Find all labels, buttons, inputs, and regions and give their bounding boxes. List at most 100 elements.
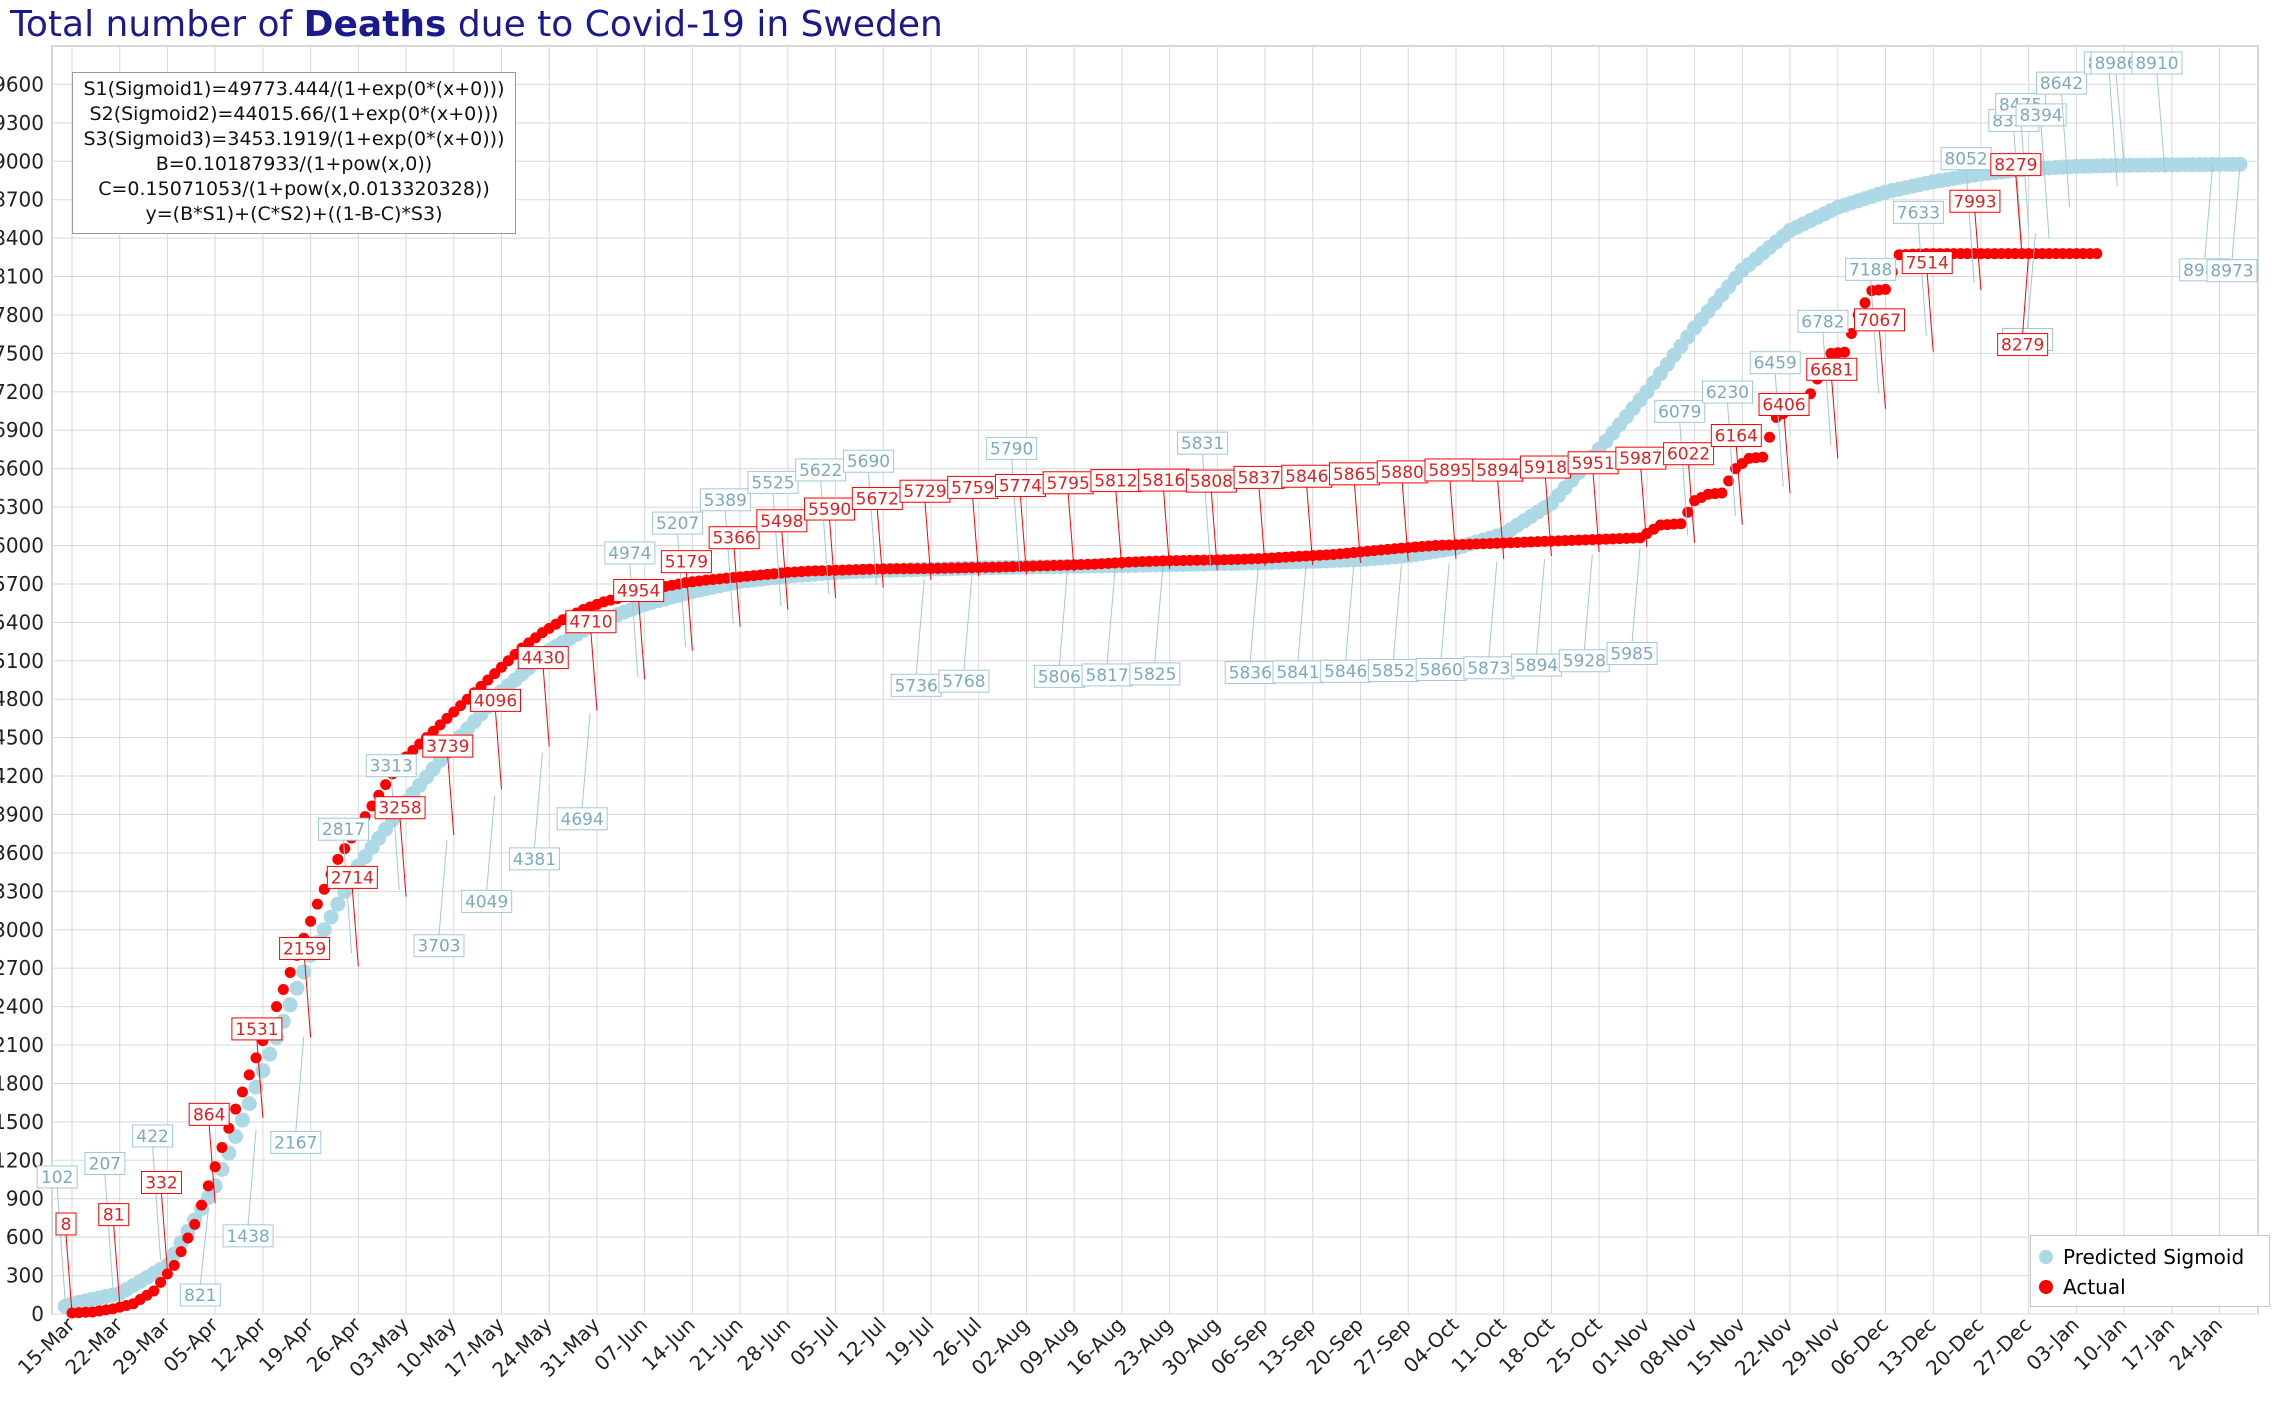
data-label: 5836 [1229,664,1272,684]
y-tick-label: 8100 [0,265,44,289]
data-label-leader [1106,568,1116,664]
actual-point [1879,283,1891,295]
data-label-box [222,1224,274,1248]
data-label-leader [1688,464,1696,543]
data-label: 5860 [1420,660,1463,680]
actual-point [277,984,289,996]
actual-point [311,898,323,910]
data-label: 4694 [561,810,604,830]
data-label-leader [1154,567,1164,663]
data-label: 3739 [426,737,469,757]
data-label-box [188,1102,230,1126]
chart-title: Total number of Deaths due to Covid-19 i… [10,4,943,45]
data-label: 6022 [1667,445,1710,465]
data-label-leader [1878,330,1886,409]
data-label: 8 [61,1215,72,1235]
data-label-leader [781,531,789,610]
data-label-leader [2231,164,2241,260]
data-label: 2159 [283,939,326,959]
y-tick-label: 4500 [0,726,44,750]
data-label: 8052 [1944,150,1987,170]
legend-label: Actual [2063,1275,2126,1299]
y-tick-label: 3000 [0,918,44,942]
data-label: 5825 [1133,665,1176,685]
data-label: 8910 [2135,54,2178,74]
actual-point [202,1180,214,1192]
actual-point [216,1141,228,1153]
data-label: 5928 [1563,652,1606,672]
data-label-leader [2022,253,2030,334]
x-tick-label: 17-Jan [2117,1313,2180,1376]
data-label-leader [438,839,448,935]
actual-point [271,1001,283,1013]
actual-point [1764,431,1776,443]
data-label-leader [2026,233,2036,329]
data-label-leader [113,1225,121,1304]
data-label: 5795 [1047,474,1090,494]
data-label-leader [1783,415,1791,494]
data-label: 5951 [1572,454,1615,474]
data-label-leader [963,575,973,671]
data-label: 5846 [1285,467,1328,487]
data-label: 8279 [2001,336,2044,356]
data-label-leader [915,579,925,675]
data-label-leader [304,959,312,1038]
data-label-box [1749,351,1801,375]
data-label-leader [1392,564,1402,660]
data-label-box [508,847,560,871]
data-label: 2714 [331,868,374,888]
actual-point [236,1086,248,1098]
data-label: 2817 [322,820,365,840]
legend-label: Predicted Sigmoid [2063,1245,2245,1269]
data-label-box [140,1170,182,1194]
data-label-box [1606,641,1658,665]
data-label-box [517,646,569,670]
data-label: 4096 [474,691,517,711]
y-tick-label: 900 [6,1187,44,1211]
x-tick-label: 12-Jul [833,1313,891,1371]
data-label-leader [1249,566,1259,662]
data-label-box [413,934,465,958]
data-label-leader [208,1125,216,1204]
data-label: 5590 [808,500,851,520]
data-label: 5729 [903,482,946,502]
data-label-leader [1974,212,1982,291]
data-label-leader [1774,373,1784,487]
data-label-leader [1870,280,1880,394]
data-label: 3703 [417,937,460,957]
data-label-leader [247,1129,257,1225]
data-label: 821 [184,1286,216,1306]
data-label-box [231,1017,283,1041]
y-tick-label: 7500 [0,341,44,365]
data-label: 6230 [1706,383,1749,403]
data-label: 5207 [656,514,699,534]
formula-line: S3(Sigmoid3)=3453.1919/(1+exp(0*(x+0))) [83,128,505,150]
actual-point [243,1069,255,1081]
data-label-leader [581,712,591,808]
data-label: 3258 [378,799,421,819]
data-label-box [179,1283,221,1307]
actual-point [196,1199,208,1211]
data-label-box [1892,200,1944,224]
data-label: 5498 [760,512,803,532]
formula-line: B=0.10187933/(1+pow(x,0)) [155,153,433,175]
y-tick-label: 2400 [0,995,44,1019]
actual-point [209,1161,221,1173]
data-label-leader [256,1039,264,1118]
data-label-box [1177,431,1229,455]
y-tick-label: 6900 [0,418,44,442]
data-label-box [1853,308,1905,332]
data-label-leader [2115,73,2125,164]
y-tick-label: 6000 [0,534,44,558]
data-label-leader [152,1146,162,1260]
actual-series [66,248,2103,1319]
data-label-leader [733,548,741,627]
data-label-box [1949,189,2001,213]
data-label: 5690 [847,452,890,472]
data-label: 5389 [704,491,747,511]
formula-line: S1(Sigmoid1)=49773.444/(1+exp(0*(x+0))) [83,78,505,100]
data-label-leader [2040,125,2050,239]
data-label-leader [1163,491,1171,570]
data-label-leader [1965,169,1975,283]
data-label: 5672 [856,490,899,510]
